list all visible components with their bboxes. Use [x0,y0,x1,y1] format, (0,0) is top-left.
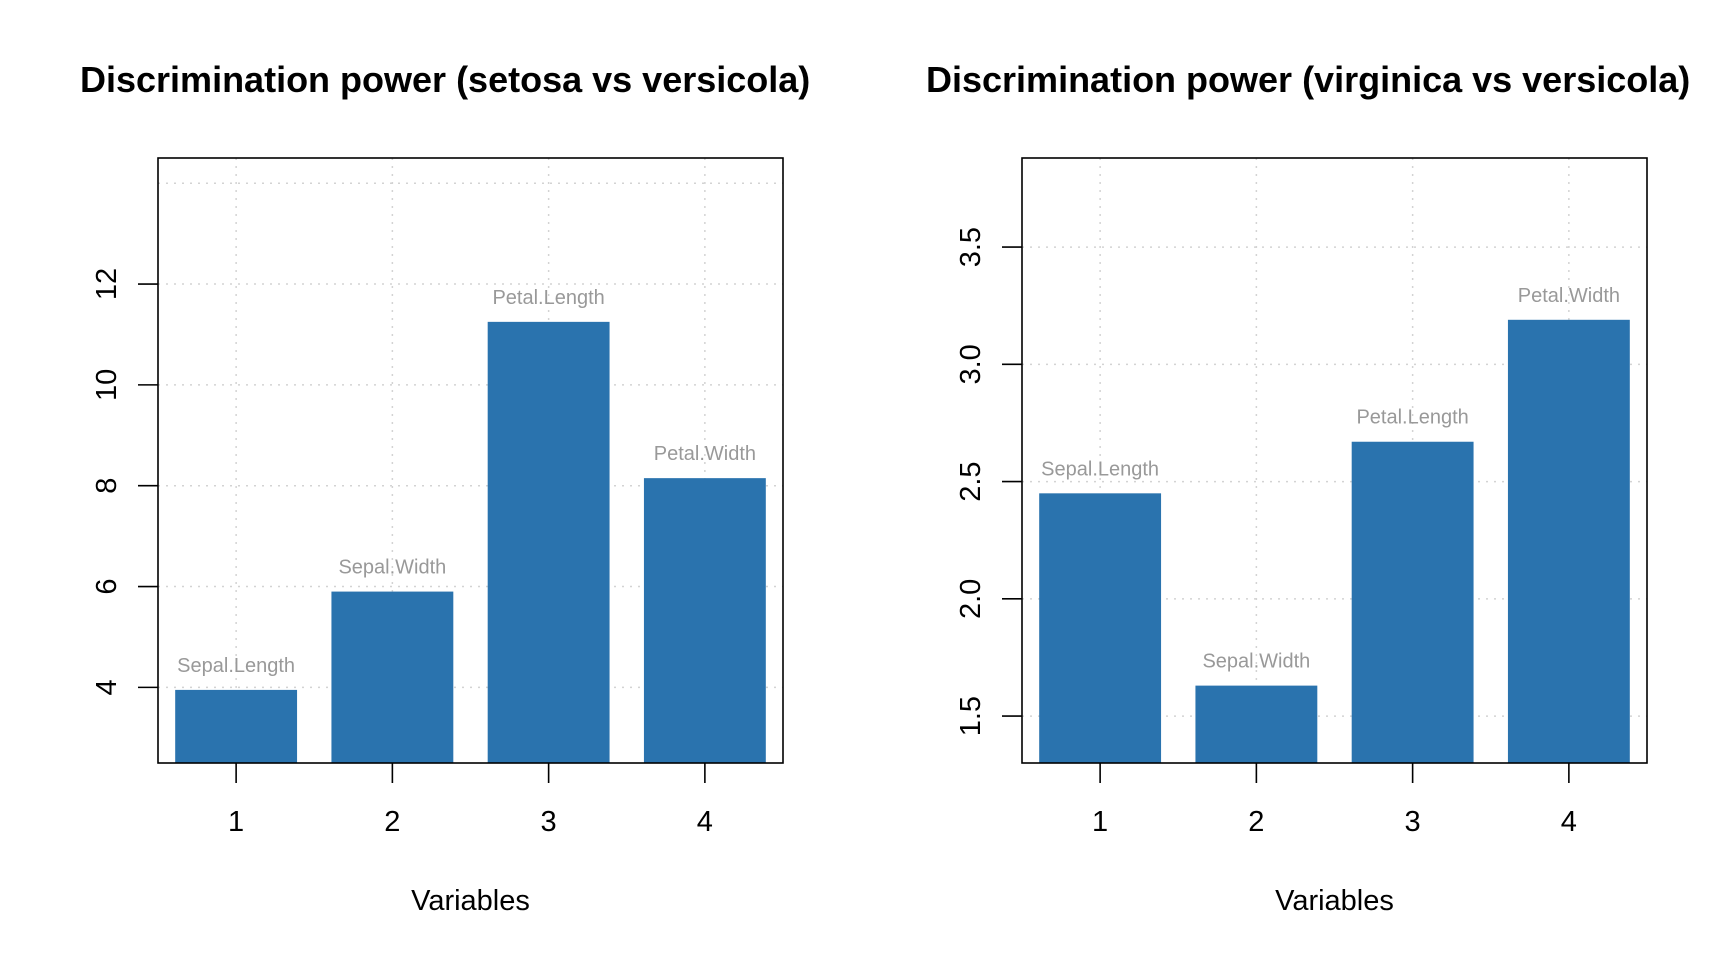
bar-petal-width [1507,319,1630,763]
bar-petal-length [1351,441,1474,763]
bar-label: Petal.Length [1356,407,1468,429]
bar-sepal-length [175,689,298,763]
bar-petal-length [487,321,610,763]
bar-label: Petal.Length [492,287,604,309]
bar-label: Sepal.Width [338,557,446,579]
plot-frame [1021,157,1648,764]
chart-title: Discrimination power (setosa vs versicol… [80,59,810,100]
bar-sepal-width [331,591,454,763]
y-tick-label: 8 [91,478,123,494]
x-tick-label: 4 [1561,806,1577,838]
x-tick-label: 3 [541,806,557,838]
y-tick-label: 10 [91,369,123,401]
y-tick-label: 1.5 [955,696,987,736]
y-tick-label: 6 [91,578,123,594]
y-tick-label: 2.0 [955,579,987,619]
x-tick-label: 1 [228,806,244,838]
bar-petal-width [643,478,766,763]
x-axis-label: Variables [1275,885,1394,917]
y-tick-label: 12 [91,268,123,300]
x-tick-label: 3 [1405,806,1421,838]
bar-label: Petal.Width [1518,285,1620,307]
chart-title: Discrimination power (virginica vs versi… [926,59,1690,100]
x-tick-label: 2 [384,806,400,838]
chart-virginica-vs-versicola: Discrimination power (virginica vs versi… [926,59,1690,917]
x-tick-label: 2 [1248,806,1264,838]
x-tick-label: 1 [1092,806,1108,838]
y-tick-label: 3.0 [955,344,987,384]
bar-sepal-length [1039,493,1162,763]
plot-frame [157,157,784,764]
bar-sepal-width [1195,685,1318,763]
y-tick-label: 4 [91,679,123,695]
bar-label: Sepal.Length [1041,458,1159,480]
bar-label: Petal.Width [654,443,756,465]
bar-label: Sepal.Width [1202,651,1310,673]
chart-setosa-vs-versicola: Discrimination power (setosa vs versicol… [80,59,810,917]
x-tick-label: 4 [697,806,713,838]
y-tick-label: 3.5 [955,227,987,267]
y-tick-label: 2.5 [955,461,987,501]
bar-label: Sepal.Length [177,655,295,677]
x-axis-label: Variables [411,885,530,917]
